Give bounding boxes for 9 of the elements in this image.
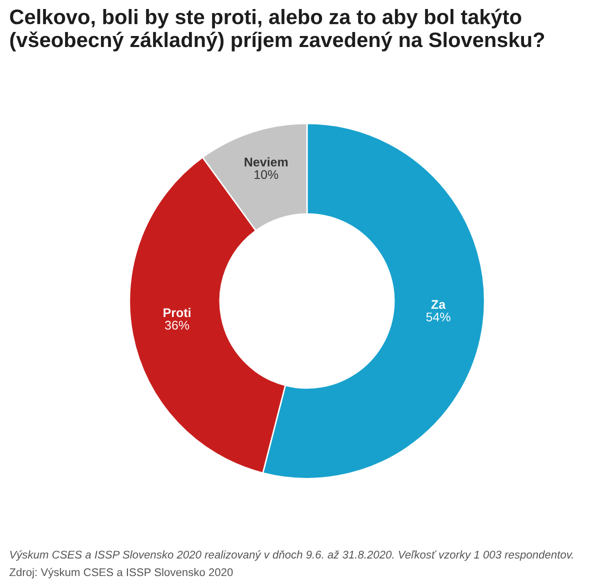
chart-title: Celkovo, boli by ste proti, alebo za to aby bol takýto (všeobecný základný) príjem zavedený na Slovensku?: [10, 8, 544, 52]
slice-label: Proti: [164, 308, 190, 318]
slice-label: Za: [431, 300, 446, 309]
text: Výskum CSES a ISSP Slovensko 2020 realizovaný v dňoch 9.6. až 31.8.2020. Veľkosť vzorky 1 003 respondentov.: [10, 550, 573, 561]
data-label: 54%: [426, 312, 450, 322]
data-label: 36%: [165, 320, 190, 330]
data-label: 10%: [254, 170, 278, 180]
slice-label: Neviem: [244, 157, 288, 166]
text: Zdroj: Výskum CSES a ISSP Slovensko 2020: [10, 568, 233, 578]
